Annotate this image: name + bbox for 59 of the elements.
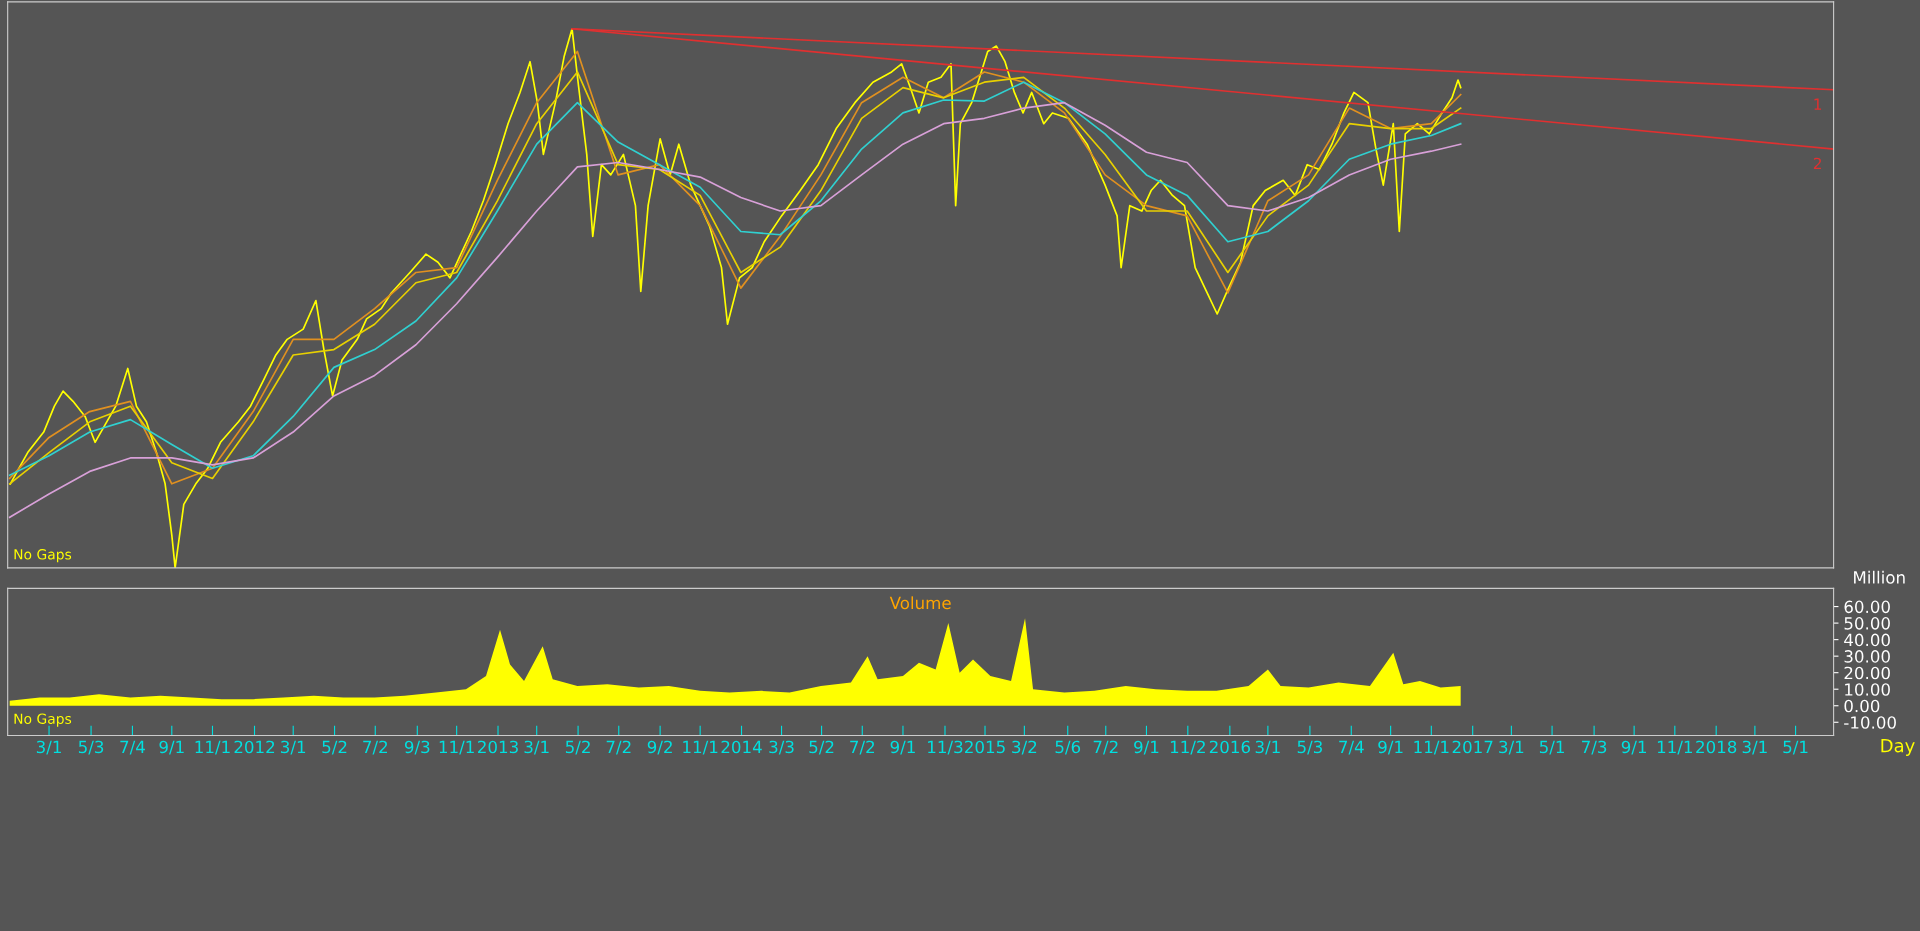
x-tick-label: 11/2 bbox=[1170, 740, 1205, 755]
annotation: 1 bbox=[1814, 98, 1822, 110]
x-tick-label: 5/3 bbox=[78, 740, 104, 755]
x-tick-label: 9/1 bbox=[890, 740, 915, 755]
x-axis-title: Day bbox=[1881, 738, 1915, 756]
x-tick-label: 7/3 bbox=[1582, 740, 1607, 755]
x-tick-label: 5/2 bbox=[809, 740, 834, 755]
y-tick-label: 30.00 bbox=[1844, 650, 1890, 663]
x-tick-label: 5/1 bbox=[1783, 740, 1808, 755]
x-tick-label: 5/2 bbox=[565, 740, 590, 755]
x-tick-label: 7/2 bbox=[363, 740, 388, 755]
y-tick-label: 10.00 bbox=[1845, 683, 1890, 696]
x-tick-label: 2013 bbox=[478, 740, 518, 754]
x-tick-label: 5/1 bbox=[1539, 740, 1564, 755]
x-tick-label: 11/1 bbox=[439, 740, 474, 755]
y-tick-label: 50.00 bbox=[1844, 617, 1890, 630]
x-tick-label: 2012 bbox=[234, 740, 275, 754]
x-tick-label: 3/1 bbox=[524, 740, 549, 755]
annotation: 2 bbox=[1813, 157, 1821, 169]
x-tick-label: 3/1 bbox=[1499, 740, 1524, 755]
x-tick-label: 11/1 bbox=[683, 740, 718, 755]
x-tick-label: 5/2 bbox=[322, 740, 347, 755]
x-tick-label: 11/3 bbox=[928, 740, 963, 755]
x-tick-label: 2015 bbox=[965, 740, 1005, 754]
x-tick-label: 3/3 bbox=[769, 740, 794, 755]
x-tick-label: 11/1 bbox=[1414, 740, 1449, 755]
x-tick-label: 9/1 bbox=[1378, 740, 1403, 755]
x-tick-label: 2014 bbox=[721, 740, 762, 754]
y-tick-label: 40.00 bbox=[1844, 633, 1890, 647]
x-tick-label: 5/6 bbox=[1055, 740, 1081, 755]
x-tick-label: 2017 bbox=[1452, 740, 1493, 754]
x-tick-label: 9/3 bbox=[404, 740, 430, 755]
x-tick-label: 9/1 bbox=[1621, 740, 1646, 755]
y-tick-label: 20.00 bbox=[1844, 666, 1890, 680]
x-tick-label: 9/1 bbox=[159, 740, 184, 755]
x-tick-label: 7/2 bbox=[1093, 740, 1118, 755]
x-tick-label: 2016 bbox=[1209, 740, 1251, 754]
x-tick-label: 2018 bbox=[1696, 740, 1737, 754]
y-tick-label: 60.00 bbox=[1844, 600, 1890, 614]
y-tick-label: 0.00 bbox=[1844, 699, 1880, 713]
x-tick-label: 7/2 bbox=[606, 740, 631, 755]
y-axis-title: Million bbox=[1854, 570, 1905, 584]
x-tick-label: 7/4 bbox=[120, 740, 145, 755]
y-tick-label: -10.00 bbox=[1844, 716, 1896, 729]
x-tick-label: 3/1 bbox=[281, 740, 306, 755]
annotation: No Gaps bbox=[14, 549, 72, 563]
x-tick-label: 5/3 bbox=[1297, 740, 1322, 755]
x-tick-label: 3/1 bbox=[1742, 740, 1767, 755]
annotation: No Gaps bbox=[14, 713, 72, 727]
x-tick-label: 9/2 bbox=[647, 740, 672, 755]
x-tick-label: 9/1 bbox=[1134, 740, 1159, 755]
x-tick-label: 11/1 bbox=[195, 740, 230, 755]
x-tick-label: 11/1 bbox=[1657, 740, 1692, 755]
x-tick-label: 3/2 bbox=[1012, 740, 1037, 755]
x-tick-label: 7/4 bbox=[1339, 740, 1364, 755]
x-tick-label: 3/1 bbox=[36, 740, 61, 755]
x-tick-label: 7/2 bbox=[850, 740, 875, 755]
chart-title: Volume bbox=[889, 596, 951, 610]
x-tick-label: 3/1 bbox=[1255, 740, 1280, 755]
